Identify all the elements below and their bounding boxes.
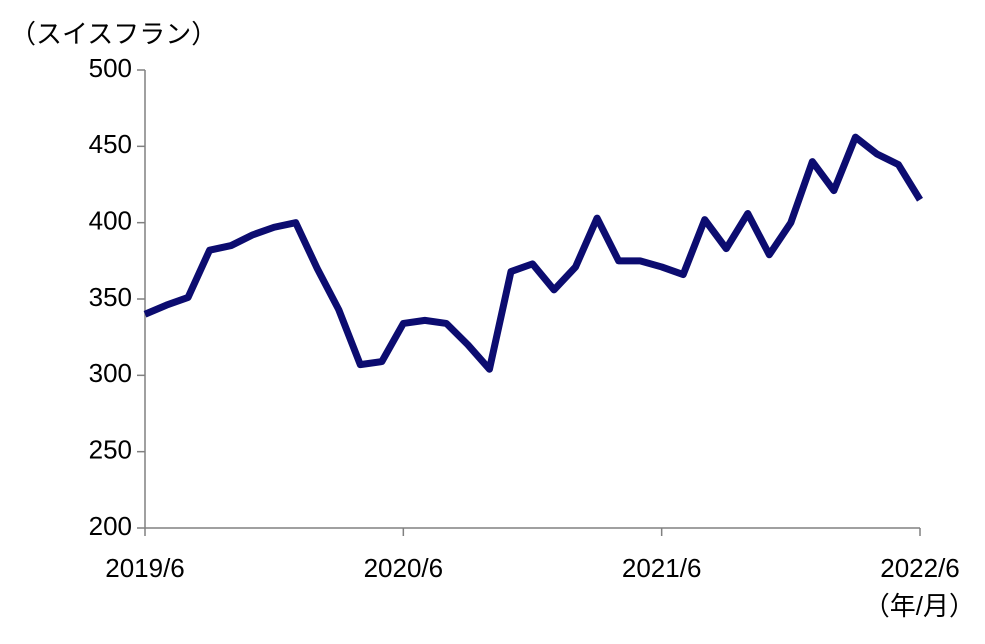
y-tick-label: 500	[89, 53, 132, 83]
y-tick-label: 400	[89, 206, 132, 236]
y-axis-label: （スイスフラン）	[10, 19, 217, 49]
x-tick-label: 2022/6	[880, 553, 960, 583]
y-tick-label: 250	[89, 435, 132, 465]
y-tick-label: 200	[89, 511, 132, 541]
y-tick-label: 450	[89, 129, 132, 159]
line-series	[143, 133, 923, 373]
x-tick-label: 2019/6	[105, 553, 185, 583]
y-tick-label: 350	[89, 282, 132, 312]
x-tick-label: 2020/6	[364, 553, 444, 583]
y-tick-label: 300	[89, 358, 132, 388]
x-axis-label: （年/月）	[864, 591, 975, 621]
x-tick-label: 2021/6	[622, 553, 702, 583]
